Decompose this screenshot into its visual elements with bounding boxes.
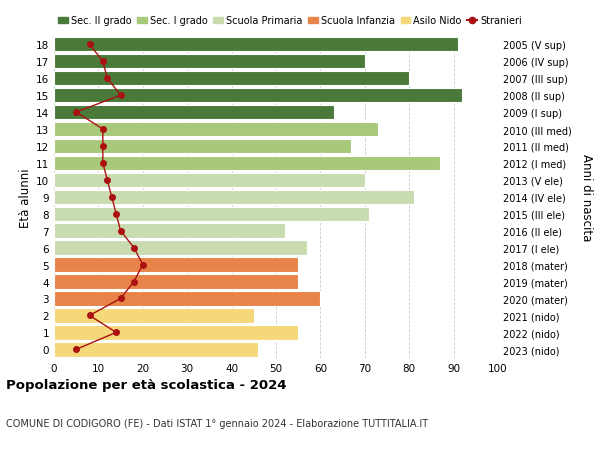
- Bar: [54, 55, 365, 69]
- Bar: [54, 106, 334, 120]
- Y-axis label: Età alunni: Età alunni: [19, 168, 32, 227]
- Bar: [54, 275, 298, 289]
- Bar: [54, 207, 369, 221]
- Bar: [54, 342, 258, 357]
- Text: Popolazione per età scolastica - 2024: Popolazione per età scolastica - 2024: [6, 379, 287, 392]
- Bar: [54, 325, 298, 340]
- Bar: [54, 72, 409, 86]
- Bar: [54, 241, 307, 255]
- Bar: [54, 258, 298, 272]
- Bar: [54, 173, 365, 188]
- Bar: [54, 140, 352, 154]
- Bar: [54, 89, 463, 103]
- Bar: [54, 308, 254, 323]
- Bar: [54, 123, 378, 137]
- Bar: [54, 190, 413, 205]
- Text: COMUNE DI CODIGORO (FE) - Dati ISTAT 1° gennaio 2024 - Elaborazione TUTTITALIA.I: COMUNE DI CODIGORO (FE) - Dati ISTAT 1° …: [6, 418, 428, 428]
- Bar: [54, 224, 285, 238]
- Bar: [54, 38, 458, 52]
- Legend: Sec. II grado, Sec. I grado, Scuola Primaria, Scuola Infanzia, Asilo Nido, Stran: Sec. II grado, Sec. I grado, Scuola Prim…: [54, 12, 526, 30]
- Y-axis label: Anni di nascita: Anni di nascita: [580, 154, 593, 241]
- Bar: [54, 291, 320, 306]
- Bar: [54, 157, 440, 171]
